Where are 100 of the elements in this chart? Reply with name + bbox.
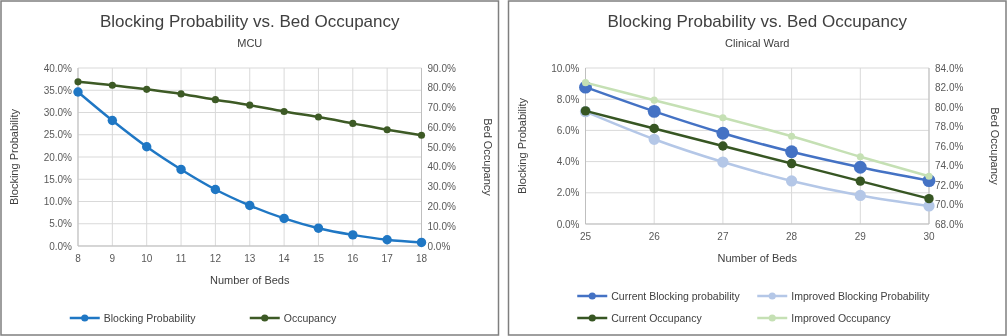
x-tick-label: 16 [347, 253, 359, 264]
point [348, 230, 358, 240]
legend-label: Occupancy [283, 311, 338, 324]
point [176, 164, 186, 175]
y-axis-title: Blocking Probability [8, 108, 20, 205]
y-tick-label: 10.0% [43, 196, 73, 207]
legend-label: Improved Blocking Probability [791, 289, 931, 302]
y2-axis-title: Bed Occupancy [989, 107, 1001, 186]
y2-tick-label: 30.0% [427, 181, 456, 193]
chart-subtitle: MCU [237, 37, 263, 49]
x-tick-label: 8 [75, 253, 82, 264]
y-tick-label: 2.0% [556, 187, 580, 199]
point [74, 78, 82, 86]
point [786, 158, 797, 169]
y-tick-label: 10.0% [551, 62, 580, 74]
point [855, 176, 866, 186]
x-tick-label: 30 [923, 231, 935, 242]
legend-label: Blocking Probability [103, 311, 197, 324]
point [210, 184, 221, 195]
point [280, 107, 288, 116]
y2-tick-label: 68.0% [935, 218, 964, 230]
point [73, 87, 83, 97]
legend-label: Current Blocking probability [611, 289, 741, 302]
point [856, 153, 864, 161]
y2-tick-label: 10.0% [427, 220, 456, 232]
point [788, 132, 796, 140]
point [141, 142, 152, 152]
y2-tick-label: 90.0% [427, 62, 456, 74]
point [383, 126, 391, 134]
point [785, 175, 798, 187]
point [313, 223, 324, 233]
y-tick-label: 6.0% [556, 124, 580, 136]
point [925, 172, 933, 180]
point [854, 189, 866, 202]
legend-label: Improved Occupancy [791, 311, 892, 324]
x-tick-label: 25 [579, 231, 592, 242]
point [245, 200, 255, 211]
x-tick-label: 13 [244, 253, 256, 264]
y-tick-label: 5.0% [49, 218, 73, 230]
y2-tick-label: 80.0% [935, 101, 964, 113]
y2-tick-label: 40.0% [427, 161, 456, 173]
point [314, 113, 323, 121]
x-tick-label: 15 [312, 253, 325, 264]
x-axis-title: Number of Beds [717, 252, 798, 264]
point [924, 193, 934, 204]
y-tick-label: 35.0% [43, 84, 73, 96]
y2-tick-label: 70.0% [935, 199, 964, 210]
point [382, 235, 392, 245]
y2-tick-label: 70.0% [427, 102, 456, 114]
legend-label: Current Occupancy [611, 311, 703, 324]
y2-tick-label: 76.0% [935, 140, 964, 152]
x-tick-label: 14 [278, 253, 291, 264]
y-tick-label: 15.0% [43, 173, 73, 185]
y-tick-label: 4.0% [556, 156, 580, 168]
y2-tick-label: 50.0% [427, 141, 456, 153]
x-tick-label: 26 [648, 231, 661, 242]
point [416, 237, 427, 248]
point [177, 90, 185, 98]
x-tick-label: 10 [141, 253, 153, 264]
point [581, 79, 590, 87]
y-tick-label: 8.0% [556, 93, 580, 105]
y2-tick-label: 60.0% [427, 121, 456, 133]
x-tick-label: 9 [109, 253, 116, 264]
point [648, 133, 660, 145]
chart-title: Blocking Probability vs. Bed Occupancy [607, 12, 908, 31]
point [716, 126, 730, 140]
y2-tick-label: 20.0% [427, 200, 456, 212]
point [718, 141, 728, 151]
y-tick-label: 30.0% [43, 107, 73, 118]
chart-title: Blocking Probability vs. Bed Occupancy [99, 12, 401, 31]
x-tick-label: 29 [854, 231, 867, 242]
y2-tick-label: 80.0% [427, 82, 456, 94]
y2-tick-label: 72.0% [935, 179, 964, 191]
point [349, 119, 357, 127]
x-tick-label: 27 [717, 231, 729, 242]
y2-tick-label: 0.0% [427, 240, 451, 252]
point [279, 213, 289, 224]
point [649, 123, 659, 134]
point [246, 101, 254, 109]
y-tick-label: 40.0% [43, 62, 73, 74]
y-tick-label: 0.0% [556, 218, 580, 230]
y-tick-label: 25.0% [43, 129, 73, 141]
x-tick-label: 11 [175, 253, 187, 264]
chart-subtitle: Clinical Ward [725, 37, 790, 49]
point [108, 81, 116, 89]
x-tick-label: 28 [786, 231, 798, 242]
x-tick-label: 17 [381, 253, 394, 264]
point [143, 85, 151, 93]
point [719, 114, 727, 122]
y2-axis-title: Bed Occupancy [481, 118, 494, 197]
point [650, 96, 658, 104]
y-tick-label: 0.0% [49, 240, 73, 252]
point [417, 131, 426, 139]
y-axis-title: Blocking Probability [515, 97, 528, 194]
y-tick-label: 20.0% [43, 151, 73, 163]
y2-tick-label: 74.0% [935, 160, 964, 171]
point [211, 96, 219, 104]
x-tick-label: 18 [415, 253, 428, 264]
y2-tick-label: 82.0% [935, 82, 964, 93]
point [717, 156, 729, 168]
